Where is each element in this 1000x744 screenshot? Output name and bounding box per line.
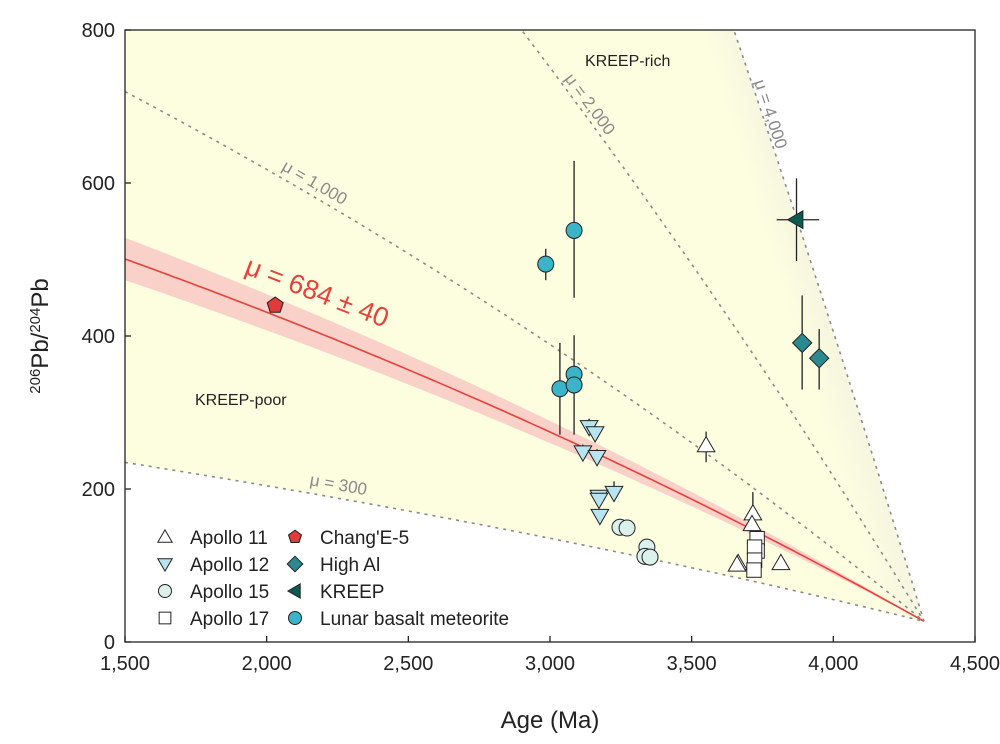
data-point <box>604 485 624 503</box>
y-axis-label: 206Pb/204Pb <box>27 278 55 393</box>
shaded-region <box>125 30 924 622</box>
legend-label: Chang'E-5 <box>320 528 409 549</box>
series-apollo-12 <box>573 418 624 526</box>
data-point <box>791 332 813 354</box>
reference-line-mu-1000 <box>125 90 925 622</box>
x-tick-label: 2,000 <box>242 653 292 675</box>
legend-label: Apollo 11 <box>190 528 268 549</box>
x-tick-label: 4,000 <box>808 653 858 675</box>
legend-marker <box>288 611 302 625</box>
legend-label: KREEP <box>320 582 384 603</box>
legend-item: KREEP <box>286 582 384 603</box>
data-point <box>618 519 636 537</box>
data-point <box>551 380 569 398</box>
reference-line-mu-4000 <box>732 30 925 622</box>
x-tick-label: 4,500 <box>950 653 1000 675</box>
axes: 1,500 2,000 2,500 3,000 3,500 4,000 4,500 0 200 4… <box>27 20 1000 734</box>
y-axis-label-part: 206 <box>27 369 44 394</box>
data-point <box>565 376 583 394</box>
data-point <box>590 508 610 526</box>
data-point <box>742 514 762 532</box>
series-chang-e-5 <box>266 296 284 313</box>
data-point <box>727 554 747 572</box>
legend-marker <box>286 555 304 573</box>
y-axis-label-part: Pb <box>27 278 54 307</box>
data-point <box>746 562 762 578</box>
series-apollo-11 <box>696 431 791 572</box>
region-label-kreep-rich: KREEP-rich <box>585 53 670 70</box>
y-tick-label: 400 <box>82 326 115 348</box>
data-point <box>573 445 593 463</box>
series-lunar-basalt-meteorite <box>537 160 583 435</box>
y-tick-label: 200 <box>82 479 115 501</box>
legend-item: Apollo 17 <box>158 609 269 630</box>
region-label-kreep-poor: KREEP-poor <box>195 392 287 409</box>
data-point <box>746 539 763 555</box>
y-tick-label: 800 <box>82 20 115 42</box>
legend-marker <box>158 584 172 598</box>
data-point <box>589 492 609 510</box>
x-tick-label: 3,500 <box>667 653 717 675</box>
legend-marker <box>156 528 174 543</box>
data-point <box>696 435 716 453</box>
legend-marker <box>287 529 303 543</box>
x-tick-label: 1,500 <box>100 653 150 675</box>
data-point <box>587 450 607 467</box>
legend-label: Apollo 15 <box>190 582 269 603</box>
series-apollo-15 <box>611 518 659 566</box>
data-point <box>585 426 605 443</box>
x-axis-label: Age (Ma) <box>501 707 600 734</box>
data-point <box>565 221 583 239</box>
legend-marker <box>158 611 172 625</box>
legend-item: Apollo 11 <box>156 528 268 549</box>
series-kreep <box>776 178 820 262</box>
legend-label: High Al <box>320 555 380 576</box>
data-point <box>771 553 791 571</box>
x-tick-label: 2,500 <box>383 653 433 675</box>
fit-uncertainty-band <box>125 237 924 622</box>
y-tick-label: 600 <box>82 173 115 195</box>
fit-line <box>125 258 925 623</box>
y-tick-label: 0 <box>104 632 115 654</box>
x-tick-label: 3,000 <box>525 653 575 675</box>
legend-item: Chang'E-5 <box>287 528 409 549</box>
legend: Apollo 11 Apollo 12 Apollo 15 Apollo 17 Chan… <box>156 528 509 630</box>
data-point <box>786 210 804 230</box>
legend-item: Apollo 15 <box>158 582 269 603</box>
legend-marker <box>286 583 301 599</box>
legend-marker <box>156 558 174 573</box>
legend-item: High Al <box>286 555 380 576</box>
data-point <box>537 255 555 273</box>
y-axis-label-part: Pb/ <box>27 332 54 368</box>
series-high-al <box>791 295 830 390</box>
data-point <box>266 296 284 313</box>
series-apollo-17 <box>746 531 765 578</box>
legend-label: Apollo 12 <box>190 555 269 576</box>
reference-line-mu-2000 <box>520 30 925 622</box>
y-axis-label-part: 204 <box>27 308 44 333</box>
data-point <box>641 548 659 566</box>
legend-label: Apollo 17 <box>190 609 269 630</box>
legend-item: Apollo 12 <box>156 555 269 576</box>
data-point <box>808 347 830 369</box>
legend-label: Lunar basalt meteorite <box>320 609 509 630</box>
legend-item: Lunar basalt meteorite <box>288 609 509 630</box>
